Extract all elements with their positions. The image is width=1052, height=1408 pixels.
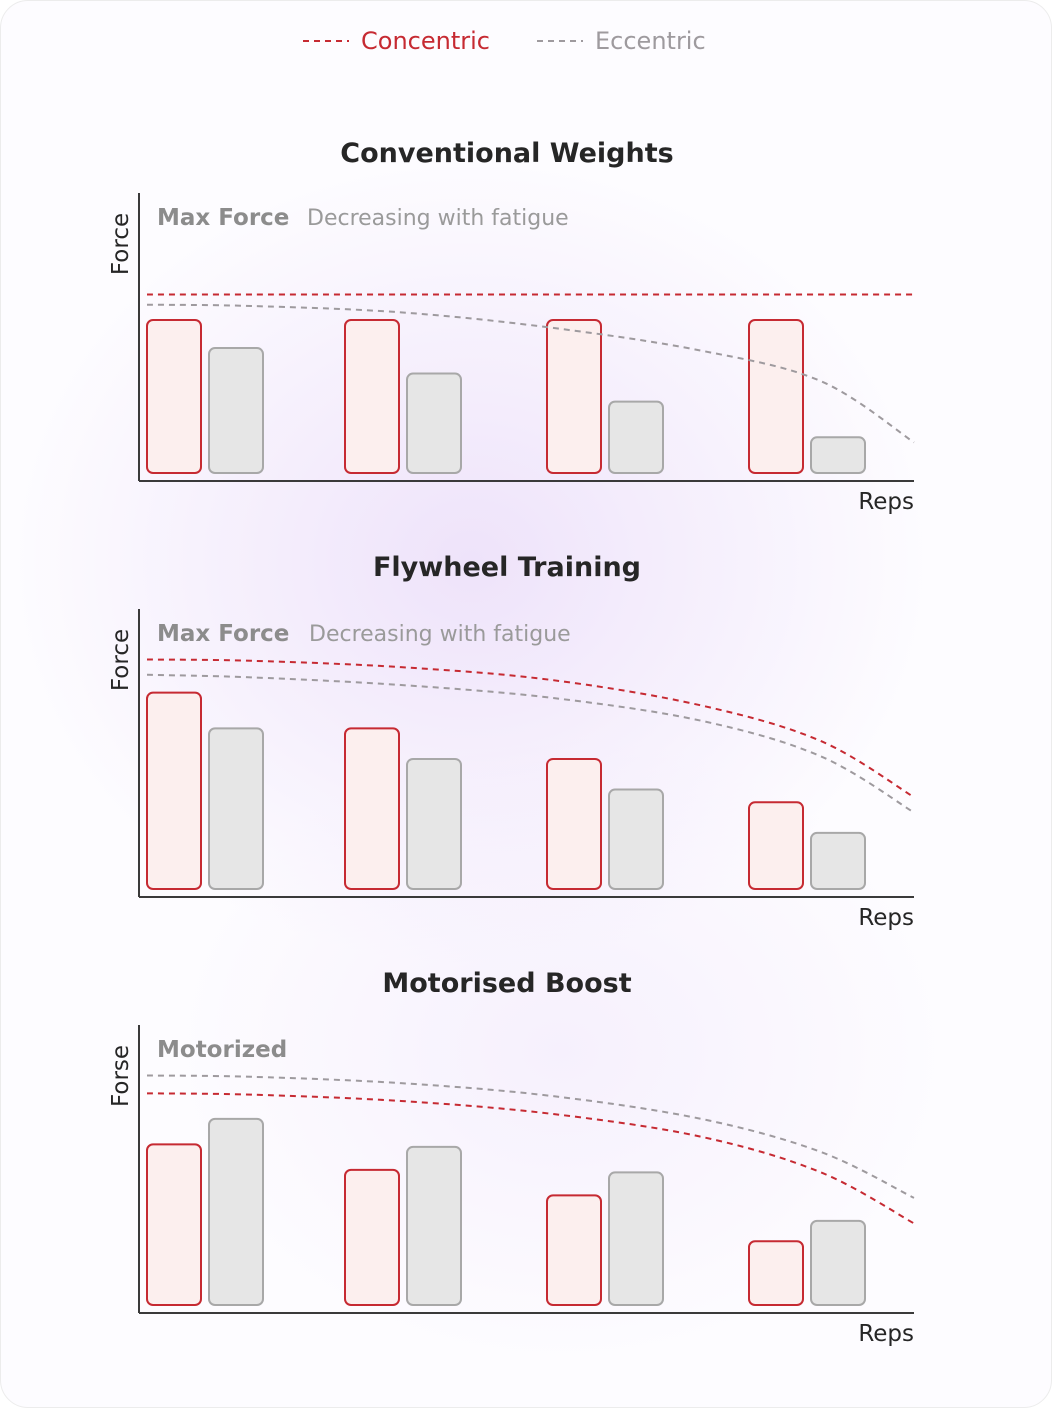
bar-concentric <box>546 319 602 474</box>
bar-concentric <box>146 319 202 474</box>
bar-eccentric <box>810 1219 866 1306</box>
plot-area <box>138 609 915 898</box>
bar-concentric <box>146 1143 202 1306</box>
bar-concentric <box>546 757 602 891</box>
bar-eccentric <box>406 757 462 891</box>
panel-title: Conventional Weights <box>340 138 673 169</box>
plot-area <box>138 1025 915 1314</box>
annotation-soft: Decreasing with fatigue <box>309 622 571 647</box>
legend-eccentric-label: Eccentric <box>595 27 706 55</box>
bar-eccentric <box>208 1117 264 1306</box>
annotation-strong: Max Force <box>157 205 289 231</box>
legend-concentric-label: Concentric <box>361 27 490 55</box>
panel-flywheel-training: Flywheel Training Max Force Decreasing w… <box>108 552 915 931</box>
legend: Concentric Eccentric <box>303 27 706 55</box>
y-axis-label: Force <box>108 629 134 691</box>
bar-eccentric <box>406 1145 462 1307</box>
bar-concentric <box>748 1240 804 1306</box>
bar-eccentric <box>608 1171 664 1307</box>
bar-eccentric <box>406 372 462 474</box>
bar-concentric <box>146 691 202 891</box>
panel-motorised-boost: Motorised Boost Motorized Forse Reps <box>108 968 915 1347</box>
bar-eccentric <box>810 436 866 474</box>
annotation-strong: Max Force <box>157 621 289 647</box>
annotation-strong: Motorized <box>157 1037 287 1063</box>
bar-eccentric <box>608 788 664 890</box>
bar-concentric <box>344 319 400 474</box>
bar-eccentric <box>208 727 264 890</box>
bar-concentric <box>546 1194 602 1306</box>
plot-area <box>138 193 915 482</box>
bar-concentric <box>344 1168 400 1306</box>
bar-concentric <box>344 727 400 890</box>
x-axis-label: Reps <box>858 905 914 931</box>
panel-conventional-weights: Conventional Weights Max Force Decreasin… <box>108 138 915 515</box>
bar-concentric <box>748 801 804 890</box>
y-axis-label: Forse <box>108 1045 134 1107</box>
x-axis-label: Reps <box>858 489 914 515</box>
bar-eccentric <box>608 400 664 475</box>
bar-eccentric <box>208 347 264 474</box>
annotation-soft: Decreasing with fatigue <box>307 206 569 231</box>
bar-eccentric <box>810 831 866 891</box>
x-axis-label: Reps <box>858 1321 914 1347</box>
panel-title: Motorised Boost <box>382 968 631 999</box>
bar-concentric <box>748 319 804 474</box>
y-axis-label: Force <box>108 213 134 275</box>
panel-title: Flywheel Training <box>373 552 641 583</box>
